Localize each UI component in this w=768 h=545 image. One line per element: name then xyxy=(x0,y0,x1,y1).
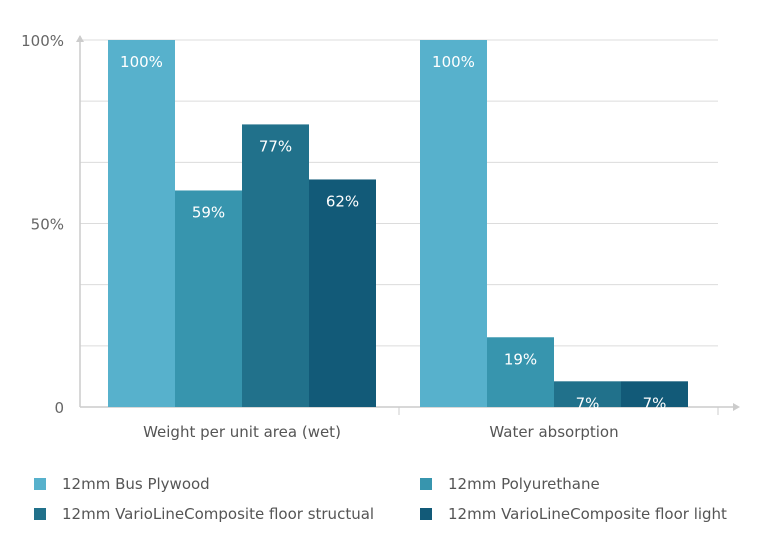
x-axis-arrow xyxy=(733,403,740,411)
data-label: 7% xyxy=(643,394,667,412)
x-category-label: Water absorption xyxy=(489,423,618,441)
data-label: 19% xyxy=(504,350,537,368)
data-label: 7% xyxy=(576,394,600,412)
bar xyxy=(487,337,554,407)
y-tick-label: 100% xyxy=(21,32,64,50)
data-label: 62% xyxy=(326,192,359,210)
bar xyxy=(108,40,175,407)
data-label: 77% xyxy=(259,137,292,155)
bar xyxy=(554,381,621,407)
bar xyxy=(242,124,309,407)
y-tick-label: 50% xyxy=(31,216,64,234)
data-label: 100% xyxy=(432,53,475,71)
data-label: 59% xyxy=(192,203,225,221)
bar xyxy=(309,179,376,407)
y-axis-arrow xyxy=(76,35,84,42)
data-label: 100% xyxy=(120,53,163,71)
bar xyxy=(175,190,242,407)
bar xyxy=(621,381,688,407)
x-category-label: Weight per unit area (wet) xyxy=(143,423,341,441)
bar xyxy=(420,40,487,407)
y-tick-label: 0 xyxy=(54,399,64,417)
